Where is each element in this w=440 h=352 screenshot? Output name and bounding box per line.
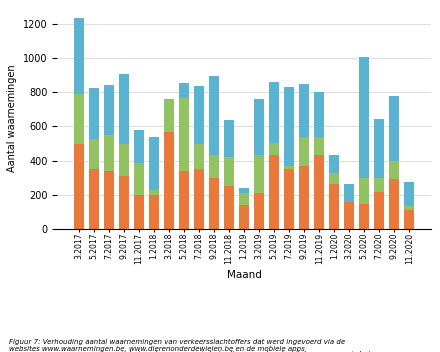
Bar [330, 172, 339, 184]
Bar [389, 96, 399, 162]
Bar [389, 179, 399, 229]
Bar [239, 205, 249, 229]
Bar [104, 85, 114, 135]
Bar [330, 184, 339, 229]
Bar [119, 74, 129, 144]
Bar [194, 144, 204, 169]
X-axis label: Maand: Maand [227, 270, 262, 279]
Bar [89, 169, 99, 229]
Bar [359, 204, 369, 229]
Bar [284, 87, 294, 166]
Bar [359, 57, 369, 178]
Bar [164, 132, 174, 229]
Legend: aantal via w.be, aantal via dieren onder de wielen, aantal via apps: aantal via w.be, aantal via dieren onder… [89, 348, 400, 352]
Bar [269, 143, 279, 156]
Bar [374, 192, 384, 229]
Bar [179, 83, 189, 98]
Bar [269, 156, 279, 229]
Bar [359, 178, 369, 204]
Bar [299, 137, 309, 166]
Bar [269, 82, 279, 143]
Bar [134, 163, 144, 195]
Bar [345, 184, 354, 202]
Bar [389, 162, 399, 179]
Bar [104, 135, 114, 171]
Bar [209, 76, 219, 156]
Bar [149, 190, 159, 195]
Bar [314, 92, 324, 137]
Bar [164, 99, 174, 132]
Bar [330, 155, 339, 172]
Bar [74, 144, 84, 229]
Bar [254, 156, 264, 193]
Bar [374, 119, 384, 178]
Bar [194, 169, 204, 229]
Bar [224, 186, 234, 229]
Bar [299, 84, 309, 137]
Bar [345, 202, 354, 229]
Bar [314, 156, 324, 229]
Bar [284, 169, 294, 229]
Bar [194, 86, 204, 144]
Text: Figuur 7: Verhouding aantal waarnemingen van verkeersslachtoffers dat werd ingev: Figuur 7: Verhouding aantal waarnemingen… [9, 339, 345, 352]
Bar [254, 193, 264, 229]
Bar [89, 88, 99, 139]
Bar [134, 130, 144, 163]
Bar [239, 188, 249, 193]
Bar [149, 137, 159, 190]
Bar [209, 178, 219, 229]
Bar [299, 166, 309, 229]
Bar [134, 195, 144, 229]
Bar [104, 171, 114, 229]
Bar [254, 99, 264, 156]
Bar [404, 210, 414, 229]
Bar [179, 98, 189, 171]
Bar [224, 120, 234, 157]
Bar [314, 137, 324, 156]
Bar [149, 195, 159, 229]
Bar [74, 18, 84, 94]
Bar [404, 182, 414, 206]
Bar [119, 144, 129, 176]
Bar [239, 193, 249, 205]
Bar [404, 206, 414, 210]
Bar [74, 94, 84, 144]
Bar [374, 178, 384, 192]
Bar [179, 171, 189, 229]
Bar [89, 139, 99, 169]
Bar [284, 166, 294, 169]
Bar [224, 157, 234, 186]
Bar [119, 176, 129, 229]
Y-axis label: Aantal waarnemingen: Aantal waarnemingen [7, 64, 17, 172]
Bar [209, 156, 219, 178]
